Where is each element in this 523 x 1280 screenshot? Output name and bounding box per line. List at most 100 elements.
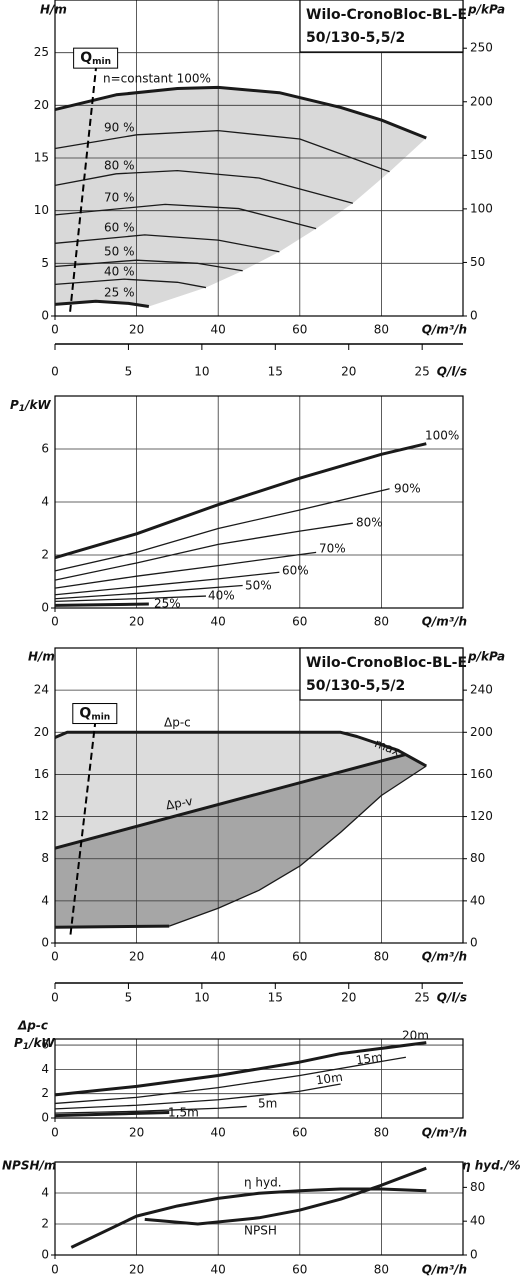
curve-label: 15m (355, 1050, 384, 1068)
curve-label: 1,5m (168, 1106, 199, 1120)
curve (54, 1111, 170, 1118)
curve (54, 522, 353, 581)
curve (54, 234, 280, 253)
y-axis-label-part: P (14, 1036, 23, 1050)
curve-label: n=constant 100% (103, 72, 211, 86)
y2-tick-label: 80 (470, 851, 485, 865)
y-tick-label: 15 (34, 151, 49, 165)
curve (54, 602, 149, 607)
y-tick-label: 20 (34, 725, 49, 739)
curve-label: 10m (315, 1070, 344, 1088)
x-tick-label: 20 (341, 365, 356, 379)
y-tick-label: 25 (34, 45, 49, 59)
y2-axis-label: p/kPa (467, 650, 505, 664)
curve-label: η hyd. (244, 1176, 282, 1190)
x-tick-label: 0 (51, 615, 59, 629)
x-tick-label: 20 (129, 615, 144, 629)
x-axis-label: Q/m³/h (422, 323, 467, 337)
curve (54, 1041, 427, 1097)
curve (54, 1083, 341, 1110)
curve (54, 299, 150, 309)
curve-label: 100% (425, 429, 459, 443)
x-tick-label: 60 (292, 1126, 307, 1140)
x-tick-label: 0 (51, 950, 59, 964)
y-tick-label: 4 (41, 1062, 49, 1076)
x-axis-label: Q/m³/h (422, 1263, 467, 1277)
x-tick-label: 80 (374, 1126, 389, 1140)
x-tick-label: 25 (415, 365, 430, 379)
curve-label: 40% (208, 589, 235, 603)
x-tick-label: 80 (374, 323, 389, 337)
y2-tick-label: 0 (470, 936, 478, 950)
y-axis-label-part: 1 (23, 1042, 29, 1052)
curve-label: 70% (319, 542, 346, 556)
curve-label: 60 % (104, 221, 135, 235)
y-tick-label: 0 (41, 1111, 49, 1125)
operating-range (55, 87, 427, 307)
curve-label: NPSH (244, 1224, 277, 1238)
curve (54, 571, 280, 596)
curve-label: 60% (282, 564, 309, 578)
x-tick-label: 15 (268, 991, 283, 1005)
y-axis-label-part: /kW (23, 398, 51, 412)
qmin-box (72, 703, 118, 725)
y2-tick-label: 40 (470, 893, 485, 907)
x-tick-label: 0 (51, 323, 59, 337)
qmin-label: Qmin (79, 706, 110, 723)
y-tick-label: 16 (34, 767, 49, 781)
x-tick-label: 80 (374, 615, 389, 629)
y-axis-label: P1/kW (14, 1036, 55, 1052)
x-axis-label: Q/m³/h (422, 950, 467, 964)
x-tick-label: 60 (292, 615, 307, 629)
x-tick-label: 40 (211, 615, 226, 629)
x-axis-label: Q/m³/h (422, 1126, 467, 1140)
curve-label: Δp-c (164, 716, 191, 730)
x-tick-label: 0 (51, 1263, 59, 1277)
x-tick-label: 20 (129, 1263, 144, 1277)
y-axis-label: P1/kW (10, 398, 51, 414)
curve (54, 551, 317, 589)
y2-tick-label: 250 (470, 41, 493, 55)
y-axis-label-part: P (10, 398, 19, 412)
qmin-label-part: Q (80, 50, 92, 66)
x-tick-label: 20 (341, 991, 356, 1005)
curve-label: 50 % (104, 245, 135, 259)
x-axis-label: Q/l/s (437, 365, 467, 379)
chart-title: Wilo-CronoBloc-BL-E (306, 7, 467, 23)
y-axis-label: NPSH/m (2, 1159, 56, 1173)
y-tick-label: 2 (41, 1217, 49, 1231)
x-tick-label: 0 (51, 365, 59, 379)
curve (54, 203, 317, 230)
x-tick-label: 15 (268, 365, 283, 379)
x-tick-label: 0 (51, 1126, 59, 1140)
curve (54, 259, 243, 272)
curve-label: 80% (356, 516, 383, 530)
x-tick-label: 20 (129, 1126, 144, 1140)
x-tick-label: 10 (194, 365, 209, 379)
y-axis-label: H/m (28, 650, 55, 664)
curve-label: Δp-v (165, 794, 194, 812)
x-tick-label: 5 (125, 991, 133, 1005)
y-tick-label: 8 (41, 851, 49, 865)
y2-tick-label: 0 (470, 1248, 478, 1262)
y-tick-label: 0 (41, 601, 49, 615)
qmin-label-part: Q (79, 706, 91, 722)
x-axis-label: Q/l/s (437, 991, 467, 1005)
curve (54, 924, 170, 929)
x-tick-label: 20 (129, 950, 144, 964)
curve-label: 25 % (104, 286, 135, 300)
chart-title: Wilo-CronoBloc-BL-E (306, 655, 467, 671)
x-tick-label: 40 (211, 1263, 226, 1277)
qmin-line (69, 62, 98, 312)
curve (54, 595, 206, 603)
y-axis-label: Δp-c (17, 1019, 48, 1033)
x-tick-label: 60 (292, 323, 307, 337)
curve-label: 25% (154, 597, 181, 611)
y-axis-label: H/m (40, 3, 67, 17)
curve (144, 1166, 427, 1226)
plot-frame (54, 395, 464, 609)
y2-tick-label: 80 (470, 1180, 485, 1194)
y-tick-label: 6 (41, 442, 49, 456)
